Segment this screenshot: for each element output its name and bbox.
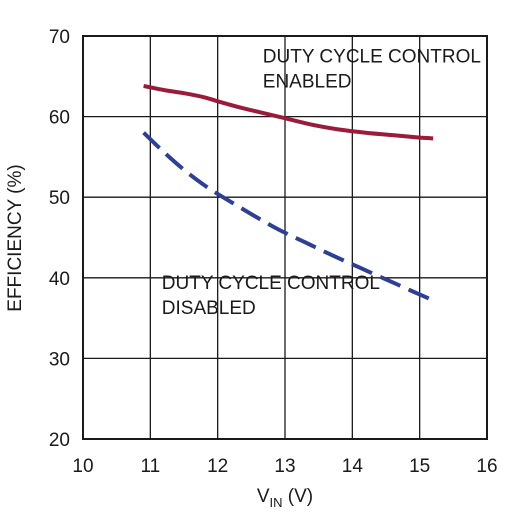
series-layer [142,84,434,303]
x-axis-title: VIN (V) [257,486,313,510]
x-tick-label: 13 [274,456,295,477]
y-tick-label: 30 [49,349,70,370]
y-tick-label: 50 [49,188,70,209]
y-axis-title: EFFICIENCY (%) [5,164,26,311]
series-line-enabled [143,84,434,141]
y-tick-label: 20 [49,430,70,451]
x-tick-label: 16 [476,456,497,477]
x-tick-label: 12 [207,456,228,477]
series-line-disabled [142,131,434,303]
y-tick-label: 40 [49,269,70,290]
x-axis-title-main: V [257,486,270,507]
y-tick-label: 60 [49,108,70,129]
grid-lines [83,36,487,439]
x-tick-label: 10 [72,456,93,477]
x-axis-title-subscript: IN [270,495,283,510]
x-tick-label: 11 [140,456,160,477]
x-axis-title-unit: (V) [283,486,314,507]
annotation-disabled-line: DISABLED [162,298,256,319]
annotation-disabled-line: DUTY CYCLE CONTROL [162,273,380,294]
annotation-enabled-line: DUTY CYCLE CONTROL [263,47,481,68]
y-tick-label: 70 [49,27,70,48]
y-tick-labels: 20 30 40 50 60 70 [49,27,70,451]
annotations: DUTY CYCLE CONTROL ENABLED DUTY CYCLE CONT… [162,47,481,319]
annotation-enabled-line: ENABLED [263,72,352,93]
x-tick-labels: 10 11 12 13 14 15 16 [72,456,497,477]
x-tick-label: 14 [342,456,364,477]
x-tick-label: 15 [409,456,430,477]
plot-frame [82,35,488,440]
